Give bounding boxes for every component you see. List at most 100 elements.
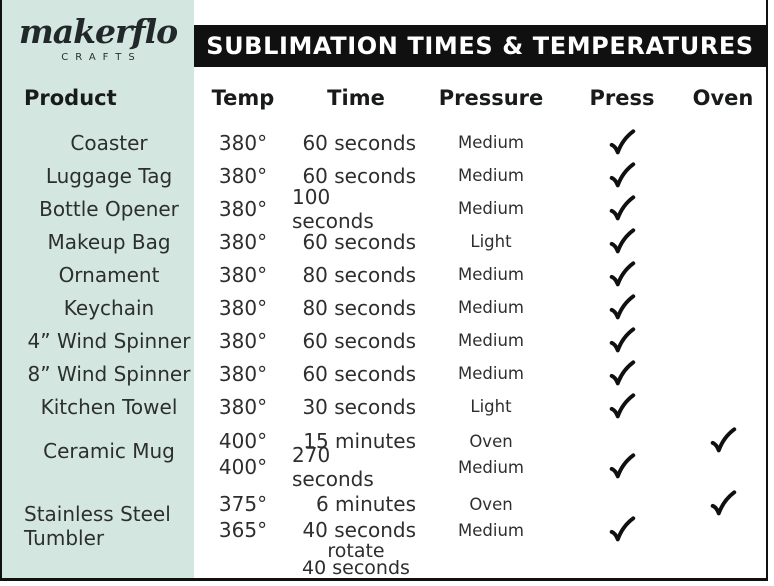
table-body: Coaster 380° 60 seconds Medium Luggage Tag 38… <box>2 126 764 579</box>
temp-value: 375° <box>218 492 268 516</box>
table-row: Ornament 380° 80 seconds Medium <box>2 258 764 291</box>
row-line: 380° 60 seconds Medium <box>194 126 764 159</box>
time-main-text: 60 seconds <box>302 130 416 155</box>
time-main-text: 40 seconds <box>302 518 416 542</box>
brand-name: makerflo <box>18 12 178 51</box>
row-lines: 380° 30 seconds Light <box>194 390 764 423</box>
temp-value: 380° <box>218 361 268 386</box>
temp-value: 400° <box>218 429 268 453</box>
table-row: Makeup Bag 380° 60 seconds Light <box>2 225 764 258</box>
press-cell <box>562 491 682 517</box>
time-sub-text: 40 seconds <box>302 557 410 579</box>
product-name: Luggage Tag <box>45 163 173 188</box>
pressure-value: Medium <box>458 166 524 185</box>
time-main-text: 80 seconds <box>302 295 416 320</box>
oven-cell <box>682 324 764 357</box>
oven-cell <box>682 390 764 423</box>
pressure-value: Medium <box>458 265 524 284</box>
press-cell <box>562 452 682 482</box>
row-line: 380° 60 seconds Medium <box>194 324 764 357</box>
row-line: 380° 60 seconds Medium <box>194 357 764 390</box>
temp-value: 380° <box>218 328 268 353</box>
product-name: Makeup Bag <box>47 229 171 254</box>
pressure-value: Light <box>470 397 512 416</box>
table-row: Ceramic Mug 400° 15 minutes Oven 400° 270 sec… <box>2 427 764 491</box>
row-lines: 380° 60 seconds Medium <box>194 357 764 390</box>
pressure-value: Light <box>470 232 512 251</box>
time-main-text: 100 seconds <box>292 184 374 233</box>
table-row: Coaster 380° 60 seconds Medium <box>2 126 764 159</box>
column-header-oven: Oven <box>692 86 754 110</box>
row-lines: 380° 60 seconds Medium <box>194 324 764 357</box>
press-checkmark-icon <box>607 161 637 191</box>
pressure-value: Medium <box>458 199 524 218</box>
press-cell <box>562 515 682 545</box>
pressure-value: Medium <box>458 133 524 152</box>
press-cell <box>562 192 682 225</box>
product-name: Coaster <box>70 130 148 155</box>
column-header-pressure: Pressure <box>438 86 544 110</box>
brand-subtitle: CRAFTS <box>61 52 142 63</box>
pressure-value: Oven <box>469 494 513 514</box>
time-value: 80 seconds <box>292 258 420 291</box>
oven-cell <box>682 291 764 324</box>
temp-value: 365° <box>218 518 268 542</box>
press-checkmark-icon <box>607 128 637 158</box>
title-banner: SUBLIMATION TIMES & TEMPERATURES <box>194 25 766 67</box>
pressure-value: Medium <box>458 364 524 383</box>
press-cell <box>562 428 682 454</box>
table-row: Stainless Steel Tumbler 375° 6 minutes Oven… <box>2 490 764 579</box>
table-row: 4” Wind Spinner 380° 60 seconds Medium <box>2 324 764 357</box>
press-cell <box>562 291 682 324</box>
row-line: 365° 40 seconds rotate 40 seconds Medium <box>194 515 764 579</box>
time-main-text: 60 seconds <box>302 361 416 386</box>
row-line: 380° 60 seconds Light <box>194 225 764 258</box>
time-value: 100 seconds <box>292 184 420 233</box>
table-row: Bottle Opener 380° 100 seconds Medium <box>2 184 764 233</box>
column-header-press: Press <box>589 86 655 110</box>
pressure-value: Medium <box>458 457 524 477</box>
pressure-value: Medium <box>458 520 524 540</box>
time-main-text: 30 seconds <box>302 394 416 419</box>
temp-value: 380° <box>218 262 268 287</box>
table-row: Keychain 380° 80 seconds Medium <box>2 291 764 324</box>
product-name: 4” Wind Spinner <box>27 328 191 353</box>
row-line: 400° 270 seconds Medium <box>194 443 764 491</box>
column-header-temp: Temp <box>211 86 275 110</box>
time-sub-text: rotate <box>327 540 385 562</box>
time-main-text: 60 seconds <box>302 163 416 188</box>
oven-cell <box>682 126 764 159</box>
table-row: 8” Wind Spinner 380° 60 seconds Medium <box>2 357 764 390</box>
sidebar: makerflo CRAFTS <box>2 0 194 578</box>
temp-value: 380° <box>218 295 268 320</box>
time-value: 15 minutes <box>292 428 420 454</box>
press-checkmark-icon <box>607 515 637 545</box>
row-lines: 380° 60 seconds Medium <box>194 159 764 192</box>
row-line: 380° 80 seconds Medium <box>194 258 764 291</box>
row-line: 380° 80 seconds Medium <box>194 291 764 324</box>
table-row: Luggage Tag 380° 60 seconds Medium <box>2 159 764 192</box>
row-lines: 380° 60 seconds Light <box>194 225 764 258</box>
press-cell <box>562 126 682 159</box>
time-value: 40 seconds rotate 40 seconds <box>292 517 420 579</box>
press-checkmark-icon <box>607 392 637 422</box>
column-header-product: Product <box>24 86 117 110</box>
press-cell <box>562 357 682 390</box>
row-line: 400° 15 minutes Oven <box>194 427 764 454</box>
press-checkmark-icon <box>607 326 637 356</box>
time-main-text: 60 seconds <box>302 328 416 353</box>
oven-cell <box>682 454 764 480</box>
press-cell <box>562 324 682 357</box>
time-value: 270 seconds <box>292 443 420 491</box>
press-checkmark-icon <box>607 452 637 482</box>
brand-logo: makerflo CRAFTS <box>2 12 194 64</box>
oven-cell <box>682 258 764 291</box>
page-title: SUBLIMATION TIMES & TEMPERATURES <box>206 32 754 60</box>
row-lines: 380° 80 seconds Medium <box>194 291 764 324</box>
temp-value: 380° <box>218 229 268 254</box>
row-lines: 400° 15 minutes Oven 400° 270 seconds Medium <box>194 427 764 491</box>
time-main-text: 80 seconds <box>302 262 416 287</box>
pressure-value: Medium <box>458 331 524 350</box>
time-main-text: 6 minutes <box>315 492 416 516</box>
